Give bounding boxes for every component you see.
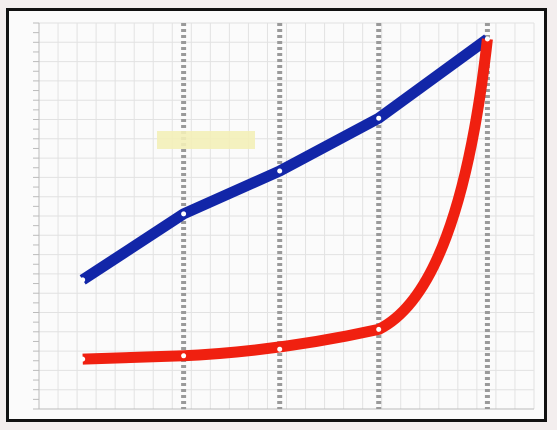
data-point (484, 36, 490, 42)
highlighted-label (157, 131, 255, 149)
chart-frame (6, 8, 547, 422)
series-line (82, 38, 493, 365)
data-point (80, 277, 86, 283)
series-line (79, 34, 491, 285)
data-point (181, 353, 187, 359)
data-point (181, 211, 187, 217)
data-point (80, 356, 86, 362)
data-point (376, 115, 382, 121)
data-point (376, 326, 382, 332)
data-point (277, 346, 283, 352)
data-point (277, 168, 283, 174)
line-chart (33, 22, 535, 410)
